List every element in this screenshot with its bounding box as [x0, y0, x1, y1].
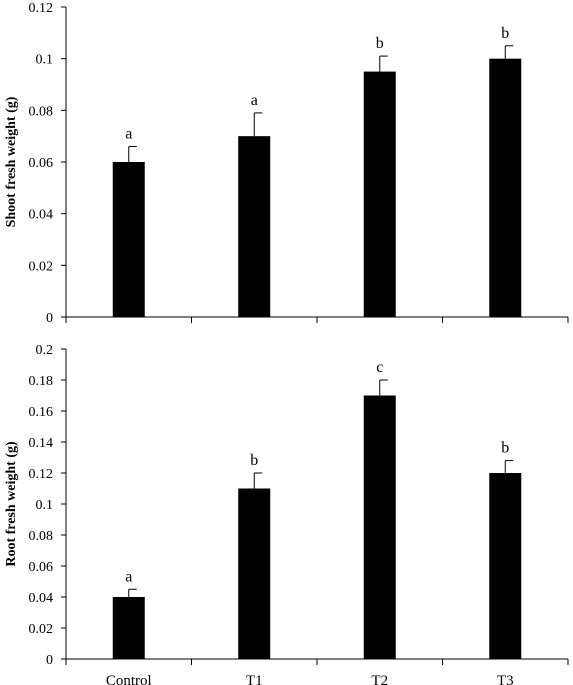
x-category-label: T2	[371, 673, 388, 685]
significance-label: a	[125, 126, 132, 143]
y-tick-label: 0.06	[29, 560, 54, 575]
significance-label: b	[250, 452, 258, 469]
y-tick-label: 0.12	[29, 467, 54, 482]
significance-label: b	[501, 25, 509, 42]
y-tick-label: 0.1	[36, 53, 54, 68]
y-tick-label: 0.08	[29, 104, 54, 119]
y-tick-label: 0.18	[29, 374, 54, 389]
y-axis-title: Shoot fresh weight (g)	[4, 96, 19, 227]
bar-control	[112, 597, 145, 659]
bar-t2	[363, 71, 396, 317]
y-tick-label: 0.1	[36, 498, 54, 513]
x-category-label: T1	[246, 673, 263, 685]
y-tick-label: 0.2	[36, 343, 54, 358]
bar-t1	[238, 136, 271, 317]
significance-label: a	[125, 568, 132, 585]
panel-root: 0 0.02 0.04 0.06 0.08 0.1 0.12 0.14 0.16 0.18 0.2 a…	[4, 343, 569, 685]
bar-t3	[489, 473, 522, 659]
y-tick-label: 0.16	[29, 405, 54, 420]
bar-t2	[363, 395, 396, 659]
x-category-label: T3	[497, 673, 514, 685]
x-category-label: Control	[106, 673, 152, 685]
y-tick-label: 0.02	[29, 259, 54, 274]
significance-label: b	[376, 35, 384, 52]
y-tick-label: 0	[46, 653, 53, 668]
y-tick-label: 0.08	[29, 529, 54, 544]
significance-label: b	[501, 440, 509, 457]
significance-label: c	[376, 359, 383, 376]
bar-control	[112, 162, 145, 317]
y-tick-label: 0.02	[29, 622, 54, 637]
panel-shoot: 0 0.02 0.04 0.06 0.08 0.1 0.12 a a b b Shoot fresh …	[4, 1, 569, 326]
y-tick-label: 0.06	[29, 156, 54, 171]
y-tick-label: 0.12	[29, 1, 54, 16]
y-tick-label: 0.14	[29, 436, 54, 451]
y-tick-label: 0.04	[29, 591, 54, 606]
y-tick-label: 0.04	[29, 208, 54, 223]
bar-t3	[489, 58, 522, 318]
y-axis-title: Root fresh weight (g)	[4, 441, 19, 567]
significance-label: a	[251, 92, 258, 109]
bar-t1	[238, 488, 271, 659]
y-tick-label: 0	[46, 311, 53, 326]
